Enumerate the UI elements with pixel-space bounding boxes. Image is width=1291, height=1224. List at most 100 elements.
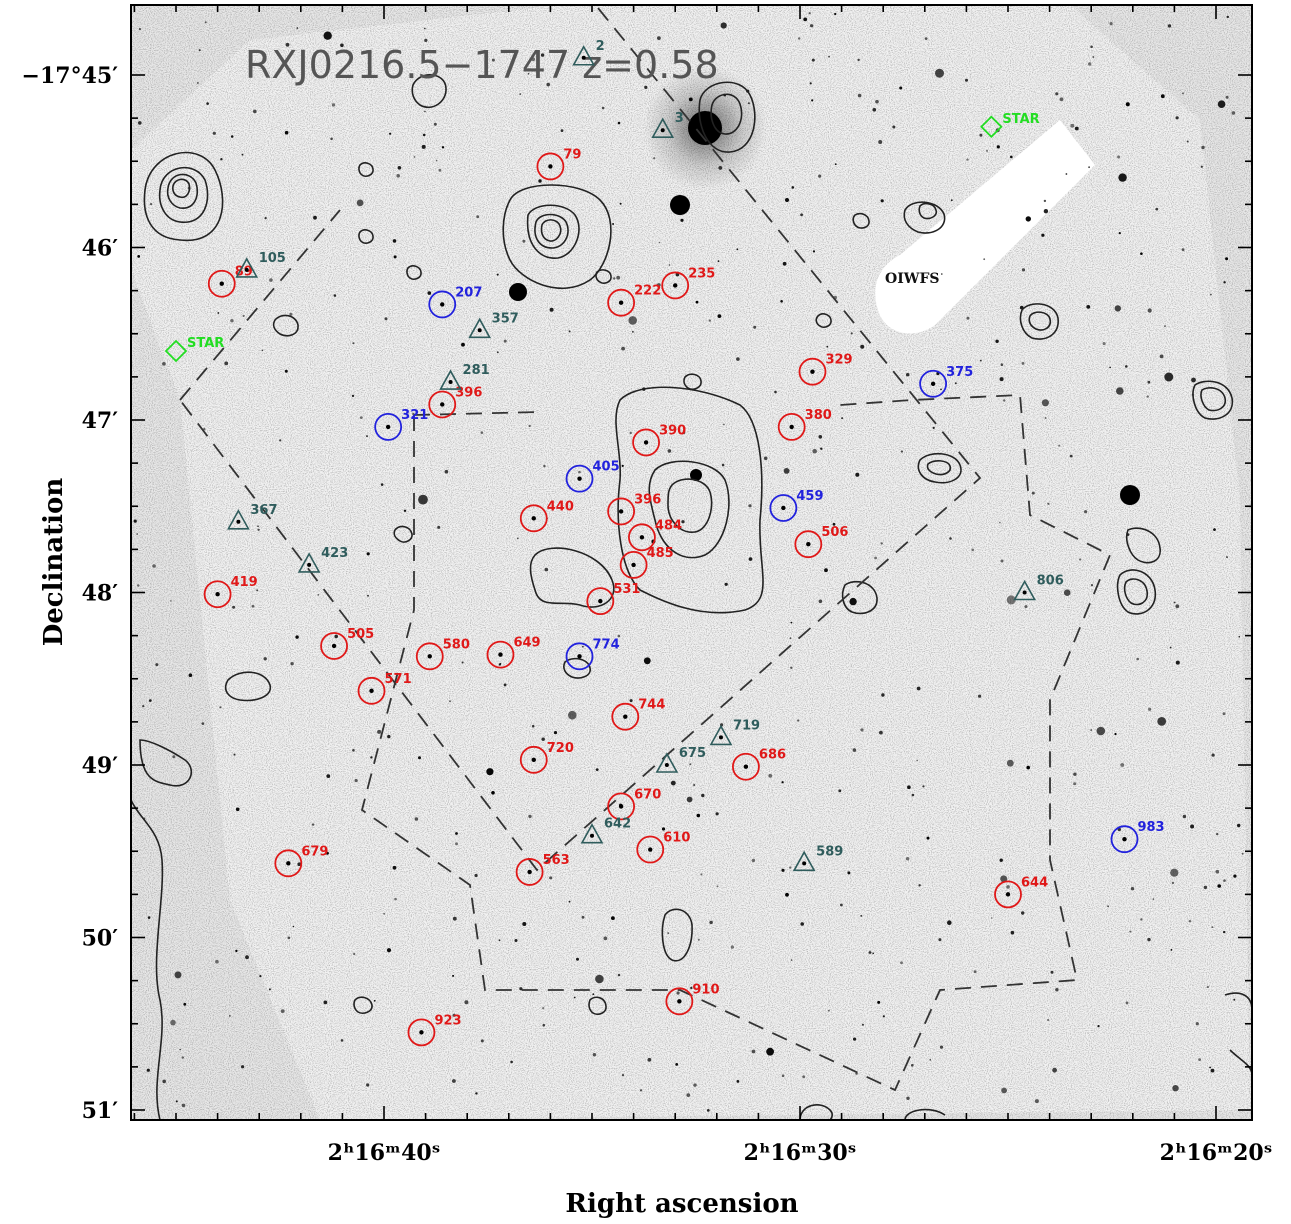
field-object — [820, 447, 823, 450]
red-source-circle — [798, 357, 827, 386]
field-object — [601, 106, 605, 110]
field-object — [838, 789, 842, 793]
field-object — [1147, 937, 1151, 942]
field-object — [1021, 268, 1026, 272]
field-object — [452, 1079, 456, 1083]
source-label: 506 — [821, 525, 848, 540]
field-object — [808, 12, 811, 15]
field-object — [386, 948, 392, 953]
field-object — [553, 731, 558, 735]
field-object — [1052, 1067, 1057, 1073]
y-tick-label: 49′ — [82, 753, 119, 779]
field-object — [899, 86, 903, 90]
field-object — [1079, 558, 1082, 561]
field-object — [818, 599, 823, 604]
field-object — [872, 952, 874, 955]
field-object — [174, 971, 182, 979]
source-label: 774 — [593, 637, 620, 652]
teal-source-triangle — [655, 752, 679, 773]
field-object — [940, 388, 942, 391]
y-tick-label: 50′ — [82, 926, 119, 952]
source-label: STAR — [187, 336, 224, 351]
source-label: 589 — [816, 844, 843, 859]
field-object — [916, 759, 918, 762]
field-object — [1001, 1087, 1007, 1094]
field-object — [233, 753, 236, 756]
field-object — [697, 938, 700, 941]
teal-source-triangle — [651, 117, 675, 138]
source-label: 744 — [638, 698, 665, 713]
source-label: 321 — [401, 408, 428, 423]
field-object — [421, 144, 426, 149]
field-object — [999, 858, 1003, 862]
field-object — [137, 584, 140, 587]
field-object — [1070, 123, 1075, 128]
field-object — [455, 832, 458, 835]
field-object — [718, 166, 723, 170]
field-object — [1050, 970, 1054, 974]
field-object — [380, 483, 384, 486]
field-object — [353, 952, 356, 956]
field-object — [696, 813, 701, 818]
field-object — [781, 1074, 785, 1077]
field-object — [1206, 985, 1209, 989]
source-label: 419 — [231, 575, 258, 590]
source-core — [236, 519, 241, 524]
x-tick-labels: 2ʰ16ᵐ40ˢ 2ʰ16ᵐ30ˢ 2ʰ16ᵐ20ˢ — [328, 1140, 1273, 1166]
field-object — [413, 156, 416, 158]
axis-ticks — [131, 5, 1252, 1120]
source-core — [673, 283, 678, 288]
field-object — [900, 450, 904, 453]
x-tick-label: 2ʰ16ᵐ20ˢ — [1160, 1140, 1273, 1166]
field-object — [693, 783, 696, 787]
field-object — [780, 300, 783, 303]
field-object — [995, 339, 999, 343]
field-object — [879, 730, 883, 735]
field-object — [1043, 209, 1049, 214]
red-source-circle — [207, 269, 236, 298]
field-object — [872, 108, 877, 112]
field-object — [682, 431, 686, 434]
source-label: 571 — [385, 672, 412, 687]
field-object — [693, 1083, 697, 1087]
field-object — [480, 1039, 484, 1043]
field-object — [1059, 97, 1064, 102]
field-object — [452, 916, 457, 921]
field-object — [1055, 988, 1059, 992]
field-object — [1024, 605, 1028, 609]
red-source-circle — [607, 792, 636, 821]
field-object — [632, 331, 634, 333]
field-object — [170, 1019, 176, 1026]
field-object — [966, 316, 970, 320]
field-object — [1107, 905, 1109, 908]
field-object — [498, 663, 501, 666]
source-label: 910 — [692, 982, 719, 997]
field-object — [133, 519, 137, 523]
field-object — [603, 936, 608, 941]
field-object — [461, 342, 465, 347]
red-source-circle — [586, 587, 615, 616]
source-label: 79 — [563, 147, 581, 162]
field-object — [629, 431, 632, 435]
field-object — [1010, 155, 1013, 159]
field-object — [414, 817, 419, 821]
field-object — [1129, 930, 1132, 933]
teal-source-triangle — [1013, 579, 1036, 601]
field-object — [230, 319, 234, 323]
field-object — [581, 915, 585, 919]
field-object — [656, 283, 661, 287]
source-core — [664, 763, 669, 767]
field-object — [1233, 874, 1237, 878]
field-object — [1044, 417, 1047, 419]
red-source-circle — [357, 676, 386, 705]
field-object — [179, 1048, 181, 1051]
field-object — [241, 1065, 245, 1069]
source-label: 235 — [688, 266, 715, 281]
field-object — [709, 920, 713, 925]
field-object — [1047, 502, 1050, 505]
source-core — [590, 833, 594, 838]
source-label: 675 — [679, 746, 706, 761]
field-object — [323, 1000, 328, 1005]
field-object — [592, 1053, 597, 1057]
source-core — [577, 654, 582, 659]
